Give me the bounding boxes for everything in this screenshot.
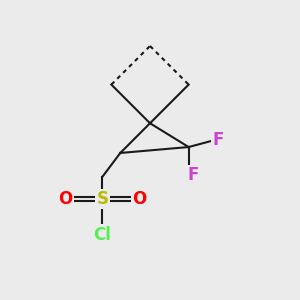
Text: S: S — [96, 190, 108, 208]
Text: O: O — [133, 190, 147, 208]
Text: F: F — [213, 130, 224, 148]
Text: O: O — [58, 190, 72, 208]
Text: Cl: Cl — [94, 226, 111, 244]
Text: F: F — [188, 166, 199, 184]
